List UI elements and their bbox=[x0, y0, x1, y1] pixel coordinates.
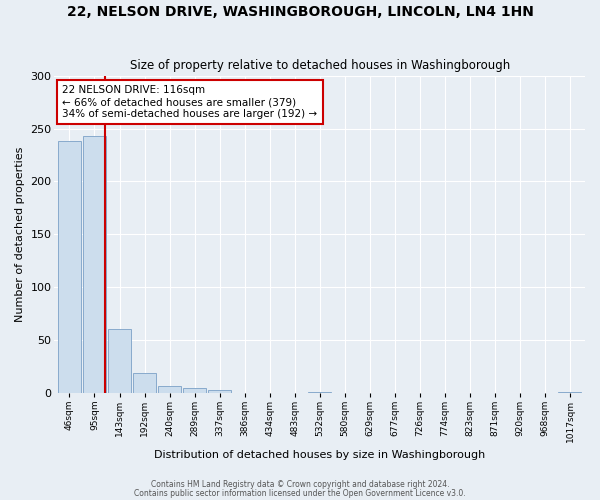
Title: Size of property relative to detached houses in Washingborough: Size of property relative to detached ho… bbox=[130, 59, 510, 72]
Y-axis label: Number of detached properties: Number of detached properties bbox=[15, 146, 25, 322]
Bar bbox=[83, 136, 106, 392]
Bar bbox=[133, 372, 156, 392]
Bar bbox=[183, 388, 206, 392]
Bar bbox=[208, 390, 231, 392]
Text: 22, NELSON DRIVE, WASHINGBOROUGH, LINCOLN, LN4 1HN: 22, NELSON DRIVE, WASHINGBOROUGH, LINCOL… bbox=[67, 5, 533, 19]
Bar bbox=[108, 330, 131, 392]
Text: 22 NELSON DRIVE: 116sqm
← 66% of detached houses are smaller (379)
34% of semi-d: 22 NELSON DRIVE: 116sqm ← 66% of detache… bbox=[62, 86, 317, 118]
Bar bbox=[58, 142, 81, 392]
X-axis label: Distribution of detached houses by size in Washingborough: Distribution of detached houses by size … bbox=[154, 450, 485, 460]
Bar bbox=[158, 386, 181, 392]
Text: Contains HM Land Registry data © Crown copyright and database right 2024.: Contains HM Land Registry data © Crown c… bbox=[151, 480, 449, 489]
Text: Contains public sector information licensed under the Open Government Licence v3: Contains public sector information licen… bbox=[134, 488, 466, 498]
